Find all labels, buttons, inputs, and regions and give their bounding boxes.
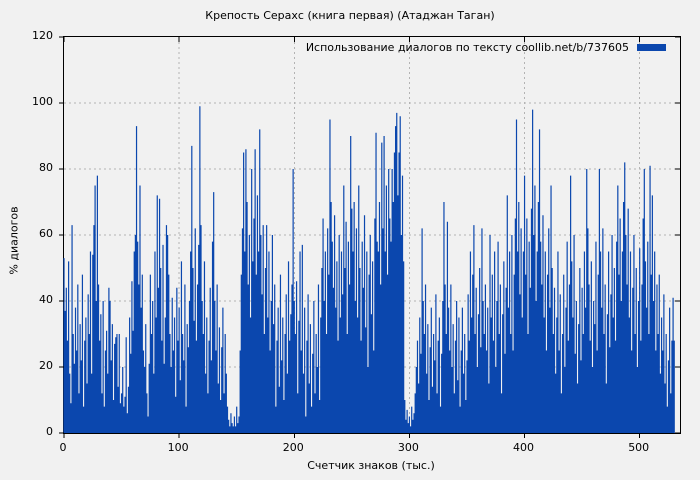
x-tick-label: 400 — [513, 441, 535, 454]
impulse-bars — [63, 106, 675, 433]
y-tick-label: 100 — [32, 95, 53, 108]
x-axis-title: Счетчик знаков (тыс.) — [307, 459, 435, 472]
x-tick-label: 200 — [282, 441, 304, 454]
chart-title: Крепость Серахс (книга первая) (Атаджан … — [205, 9, 495, 22]
legend-label: Использование диалогов по тексту coollib… — [305, 41, 629, 54]
chart-canvas — [59, 36, 680, 438]
y-axis-title: % диалогов — [7, 206, 21, 275]
legend: Использование диалогов по тексту coollib… — [306, 41, 666, 54]
legend-swatch — [637, 44, 666, 51]
y-tick-label: 120 — [32, 29, 53, 42]
y-tick-label: 20 — [39, 359, 53, 372]
x-tick-label: 0 — [59, 441, 67, 454]
y-tick-label: 60 — [39, 227, 53, 240]
x-tick-label: 500 — [628, 441, 650, 454]
x-tick-label: 300 — [397, 441, 419, 454]
x-tick-label: 100 — [167, 441, 189, 454]
plot-area: Использование диалогов по тексту coollib… — [59, 36, 681, 438]
y-tick-label: 0 — [46, 425, 53, 438]
y-tick-label: 80 — [39, 161, 53, 174]
y-tick-label: 40 — [39, 293, 53, 306]
